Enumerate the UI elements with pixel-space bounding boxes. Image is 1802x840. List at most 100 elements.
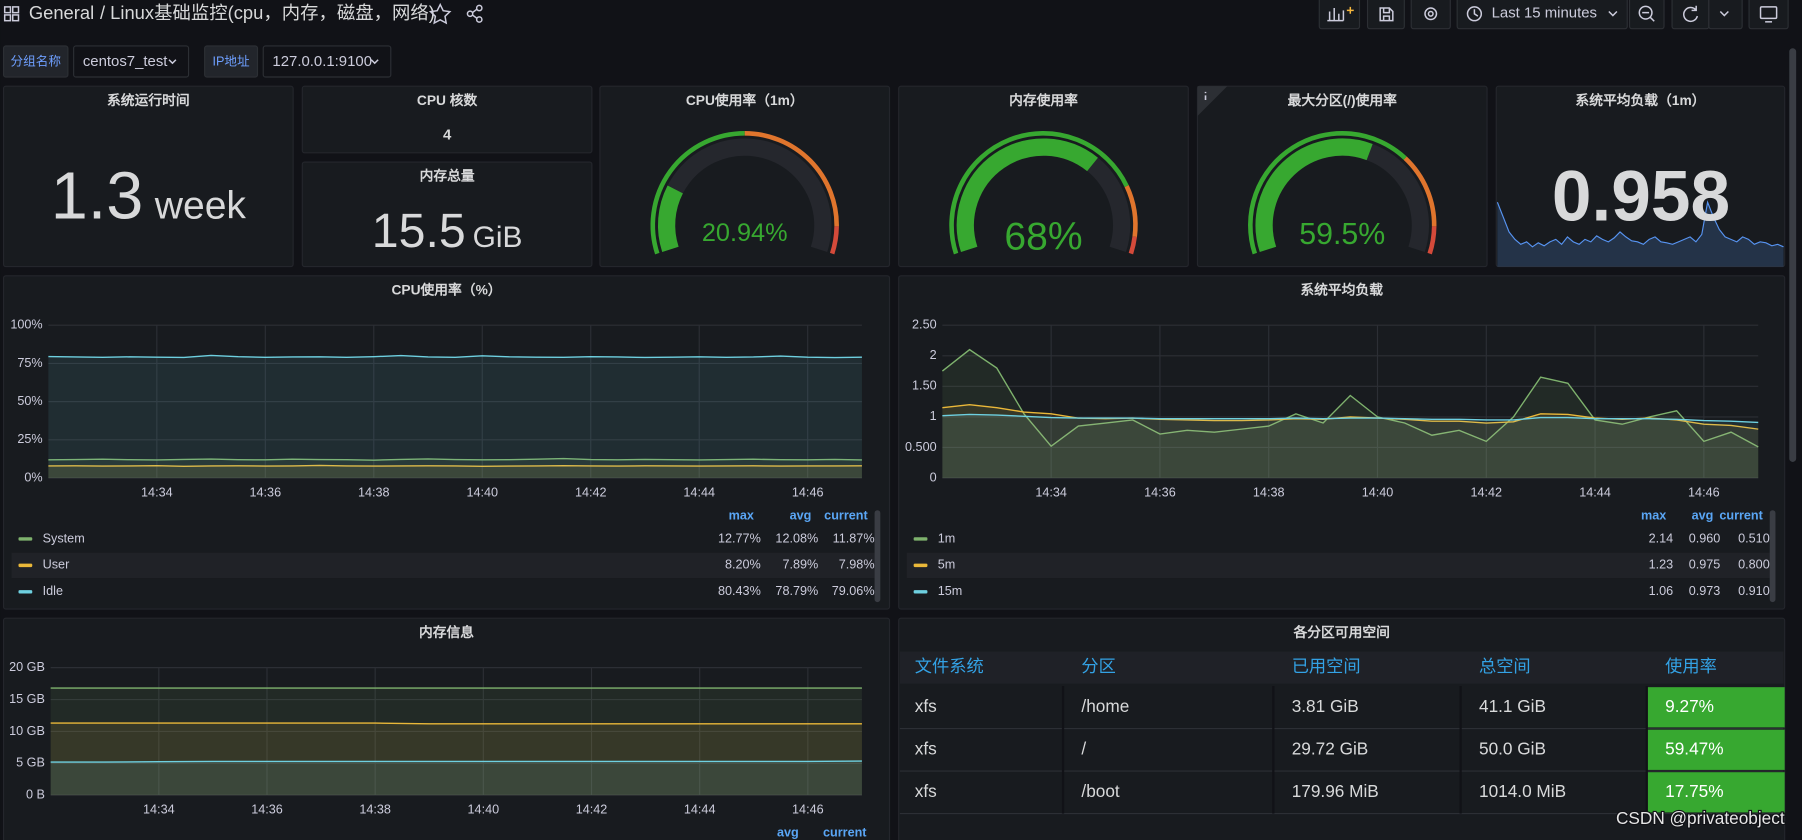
toolbar-icons [1327, 5, 1778, 23]
gauge-label: 59.5% [1299, 218, 1385, 251]
legend-value: 8.20% [725, 558, 761, 572]
refresh-icon [1683, 5, 1699, 23]
dashboard-title[interactable]: / Linux基础监控(cpu，内存，磁盘，网络) [100, 2, 435, 23]
legend-value: 0.960 [1689, 531, 1721, 545]
legend-scrollbar [874, 510, 881, 603]
toolbar [1318, 0, 1789, 30]
legend-value: 80.43% [718, 584, 761, 598]
gauge-threshold [1427, 226, 1437, 255]
save-button[interactable] [1366, 0, 1405, 30]
table-cell: / [1081, 738, 1086, 758]
zoom-out-button[interactable] [1628, 0, 1665, 30]
series-area [48, 458, 862, 479]
legend-value: 2.14 [1649, 531, 1674, 545]
table-cell: 9.27% [1665, 696, 1714, 716]
legend-value: 11.87% [833, 531, 875, 545]
series-area [48, 355, 862, 479]
chevron-icon [370, 59, 379, 65]
folder[interactable]: General [29, 2, 94, 23]
stat-value: 15.5 GiB [372, 204, 523, 258]
tv-icon [1759, 6, 1778, 20]
legend-header: current [823, 825, 867, 839]
variables: 分组名称 centos7_test IP地址 127.0.0.1:9100 [2, 45, 392, 78]
panel [898, 275, 1786, 610]
y-tick-label: 1 [930, 409, 937, 423]
series-area [50, 688, 862, 796]
table-cell: xfs [915, 696, 937, 716]
series-line [941, 348, 1759, 448]
panel-title: 内存使用率 [1009, 92, 1078, 108]
x-tick-label: 14:34 [143, 802, 175, 816]
table-cell: /home [1081, 696, 1129, 716]
stat-value: 0.958 [1552, 158, 1730, 237]
legend-value: 7.89% [782, 558, 818, 572]
settings-icon-center [1427, 10, 1434, 17]
x-tick-label: 14:44 [683, 485, 715, 499]
chevron-icon [1719, 10, 1729, 17]
settings-icon [1424, 7, 1438, 21]
y-tick-label: 50% [17, 394, 42, 408]
x-tick-label: 14:40 [468, 802, 500, 816]
legend-value: 0.510 [1738, 531, 1770, 545]
legend-value: 0.975 [1689, 558, 1721, 572]
legend-swatch [913, 537, 928, 541]
panel [301, 161, 593, 268]
gauge-threshold [829, 226, 839, 255]
variable-dropdown[interactable] [73, 45, 190, 78]
legend-swatch [18, 537, 33, 541]
table-cell: 29.72 GiB [1292, 738, 1369, 758]
stat-value: 1.3 week [51, 159, 247, 233]
series-area [942, 349, 1759, 479]
star-icon[interactable] [428, 2, 452, 25]
stat-number: 15.5 [372, 204, 466, 258]
share-icon[interactable] [466, 4, 483, 23]
tv-mode-button[interactable] [1748, 0, 1789, 30]
legend-value: 79.06% [832, 584, 875, 598]
y-tick-label: 0 B [26, 788, 45, 802]
x-tick-label: 14:36 [250, 485, 282, 499]
y-tick-label: 0.500 [905, 440, 937, 454]
refresh-button[interactable] [1671, 0, 1710, 30]
variable-label: 分组名称 [10, 53, 61, 68]
legend-header: current [824, 508, 868, 522]
table-header: 使用率 [1665, 656, 1717, 676]
table-cell: xfs [915, 738, 937, 758]
y-tick-label: 0% [24, 470, 42, 484]
variable-value[interactable]: 127.0.0.1:9100 [272, 53, 372, 70]
table-cell: 41.1 GiB [1479, 696, 1546, 716]
x-tick-label: 14:34 [1035, 485, 1067, 499]
time-picker[interactable] [1456, 0, 1628, 30]
variable-dropdown[interactable] [262, 45, 392, 78]
legend-swatch [913, 590, 928, 594]
table-cell: 50.0 GiB [1479, 738, 1546, 758]
panel-title: 系统运行时间 [107, 92, 190, 108]
table-cell: xfs [915, 781, 937, 801]
panel-title: 内存信息 [419, 624, 474, 640]
variable-label: IP地址 [212, 54, 250, 68]
table-header: 文件系统 [915, 656, 984, 676]
variable-value[interactable]: centos7_test [83, 53, 168, 70]
clock-hands [1473, 9, 1479, 17]
scrollbar[interactable] [1789, 48, 1797, 462]
panel-title: 系统平均负载（1m） [1575, 92, 1705, 108]
x-tick-label: 14:46 [792, 802, 824, 816]
breadcrumb[interactable]: General / Linux基础监控(cpu，内存，磁盘，网络) [29, 2, 435, 23]
x-tick-label: 14:42 [575, 485, 607, 499]
add-panel-icon [1327, 8, 1345, 22]
gauge-value [956, 138, 1098, 253]
stat-value: 4 [443, 127, 452, 144]
add-panel-plus [1346, 6, 1354, 14]
gauge-threshold [1128, 236, 1137, 255]
settings-button[interactable] [1410, 0, 1451, 30]
panel [2, 617, 891, 840]
legend-header: avg [1692, 508, 1714, 522]
zoom-out-icon [1638, 5, 1653, 20]
apps-icon[interactable] [3, 6, 20, 22]
gauge-threshold [949, 131, 1129, 255]
panel-title: 最大分区(/)使用率 [1288, 92, 1398, 108]
legend-header: current [1719, 508, 1763, 522]
legend-scrollbar [1769, 510, 1776, 603]
panel-title: 各分区可用空间 [1293, 624, 1390, 640]
x-tick-label: 14:36 [251, 802, 283, 816]
time-range[interactable]: Last 15 minutes [1492, 5, 1597, 22]
